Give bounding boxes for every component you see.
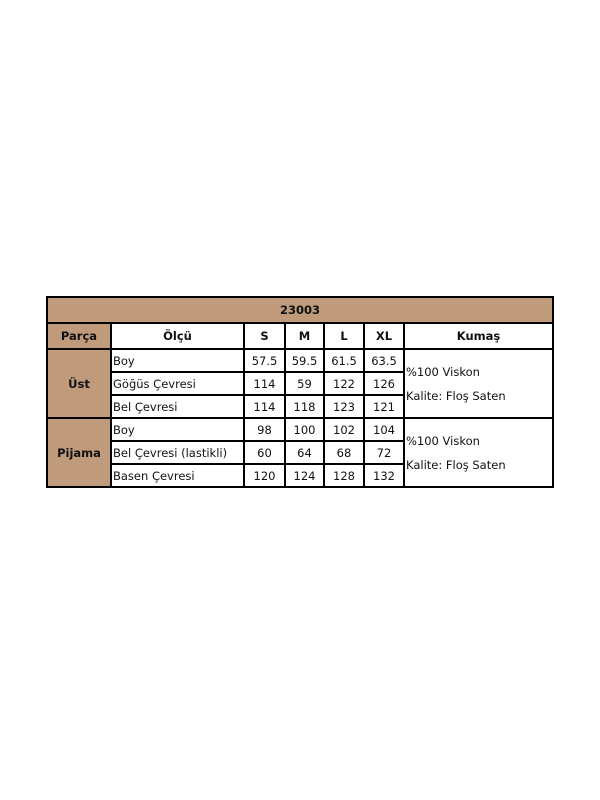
part-cell: Pijama [46, 417, 112, 488]
value-cell: 104 [363, 417, 405, 442]
value-cell: 57.5 [243, 348, 286, 373]
table-row: Bel Çevresi (lastikli) 60 64 68 72 [47, 440, 553, 465]
value-cell: 59 [284, 371, 325, 396]
value-cell: 132 [363, 463, 405, 488]
value-cell: 72 [363, 440, 405, 465]
measure-cell: Bel Çevresi (lastikli) [110, 440, 245, 465]
value-cell: 123 [323, 394, 365, 419]
header-size-s: S [243, 322, 286, 350]
header-size-xl: XL [363, 322, 405, 350]
value-cell: 102 [323, 417, 365, 442]
fabric-line: Kalite: Floş Saten [406, 388, 506, 403]
size-chart-table: 23003 Parça Ölçü S M L XL Kumaş Üst Boy 57… [45, 296, 555, 488]
fabric-cell: %100 Viskon Kalite: Floş Saten [402, 417, 555, 488]
header-fabric: Kumaş [402, 322, 555, 350]
header-part: Parça [46, 322, 112, 350]
value-cell: 98 [243, 417, 286, 442]
value-cell: 118 [284, 394, 325, 419]
measure-cell: Boy [110, 348, 245, 373]
value-cell: 126 [363, 371, 405, 396]
value-cell: 124 [284, 463, 325, 488]
table-title: 23003 [45, 296, 555, 324]
value-cell: 114 [243, 394, 286, 419]
fabric-line: Kalite: Floş Saten [406, 457, 506, 472]
value-cell: 128 [323, 463, 365, 488]
measure-cell: Bel Çevresi [110, 394, 245, 419]
fabric-line: %100 Viskon [406, 364, 480, 379]
part-cell: Üst [46, 348, 112, 419]
table-row: Üst Boy 57.5 59.5 61.5 63.5 %100 Viskon Kalite:… [46, 348, 555, 419]
header-size-m: M [284, 322, 325, 350]
value-cell: 114 [243, 371, 286, 396]
table-row: Göğüs Çevresi 114 59 122 126 [47, 371, 553, 396]
header-measure: Ölçü [110, 322, 245, 350]
value-cell: 60 [243, 440, 286, 465]
fabric-cell: %100 Viskon Kalite: Floş Saten [402, 348, 555, 419]
value-cell: 121 [363, 394, 405, 419]
value-cell: 61.5 [323, 348, 365, 373]
measure-cell: Basen Çevresi [110, 463, 245, 488]
table-row: Basen Çevresi 120 124 128 132 [47, 463, 553, 488]
measure-cell: Göğüs Çevresi [110, 371, 245, 396]
value-cell: 63.5 [363, 348, 405, 373]
value-cell: 122 [323, 371, 365, 396]
table-row: Bel Çevresi 114 118 123 121 [47, 394, 553, 419]
fabric-line: %100 Viskon [406, 433, 480, 448]
value-cell: 68 [323, 440, 365, 465]
value-cell: 100 [284, 417, 325, 442]
value-cell: 59.5 [284, 348, 325, 373]
value-cell: 120 [243, 463, 286, 488]
value-cell: 64 [284, 440, 325, 465]
header-size-l: L [323, 322, 365, 350]
table-row: Pijama Boy 98 100 102 104 %100 Viskon Kalite: F… [46, 417, 555, 488]
measure-cell: Boy [110, 417, 245, 442]
